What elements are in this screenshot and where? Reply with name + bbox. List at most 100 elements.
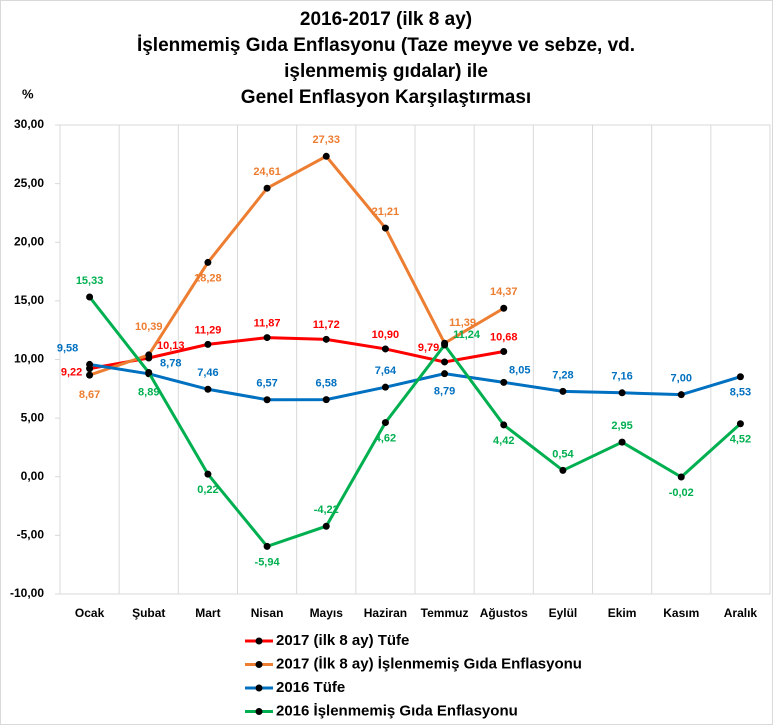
data-point bbox=[263, 184, 271, 192]
legend-marker bbox=[255, 684, 263, 692]
y-tick-label: -5,00 bbox=[17, 528, 45, 542]
data-point bbox=[204, 258, 212, 266]
series-line bbox=[89, 154, 505, 377]
data-label: 21,21 bbox=[372, 206, 400, 218]
legend-marker bbox=[255, 637, 263, 645]
data-point bbox=[263, 396, 271, 404]
data-point bbox=[322, 152, 330, 160]
data-label: 7,64 bbox=[375, 365, 397, 377]
data-point bbox=[559, 466, 567, 474]
data-label: 2,95 bbox=[611, 420, 632, 432]
data-point bbox=[145, 351, 153, 359]
data-label: 7,46 bbox=[197, 367, 218, 379]
x-tick-label: Kasım bbox=[663, 606, 699, 620]
legend-label: 2017 (İlk 8 ay) İşlenmemiş Gıda Enflasyo… bbox=[276, 655, 582, 672]
x-tick-label: Mayıs bbox=[310, 606, 344, 620]
data-point bbox=[677, 391, 685, 399]
data-point bbox=[322, 522, 330, 530]
data-point bbox=[86, 371, 94, 379]
chart-title: İşlenmemiş Gıda Enflasyonu (Taze meyve v… bbox=[137, 35, 635, 56]
data-label: 4,62 bbox=[375, 432, 396, 444]
data-point bbox=[86, 360, 94, 368]
data-label: -0,02 bbox=[669, 487, 694, 499]
data-point bbox=[500, 378, 508, 386]
data-label: -5,94 bbox=[255, 556, 281, 568]
data-label: 0,54 bbox=[552, 448, 574, 460]
data-label: 8,05 bbox=[509, 364, 530, 376]
data-point bbox=[441, 341, 449, 349]
data-label: 24,61 bbox=[253, 166, 281, 178]
legend-marker bbox=[255, 661, 263, 668]
data-point bbox=[381, 224, 389, 232]
data-point bbox=[500, 304, 508, 312]
data-point bbox=[736, 373, 744, 381]
data-label: 6,57 bbox=[256, 378, 277, 390]
data-point bbox=[381, 383, 389, 391]
data-label: 11,72 bbox=[313, 319, 340, 331]
data-label: 11,24 bbox=[453, 329, 481, 341]
y-tick-label: 25,00 bbox=[14, 176, 44, 190]
x-tick-label: Nisan bbox=[251, 606, 284, 620]
x-tick-label: Haziran bbox=[364, 606, 407, 620]
chart-title: 2016-2017 (ilk 8 ay) bbox=[300, 9, 472, 30]
data-label: 6,58 bbox=[316, 378, 337, 390]
data-label: 8,89 bbox=[138, 386, 159, 398]
data-label: 18,28 bbox=[194, 272, 222, 284]
x-tick-label: Ağustos bbox=[480, 606, 528, 620]
data-label: 11,39 bbox=[449, 317, 476, 329]
data-label: 7,16 bbox=[611, 371, 632, 383]
legend-label: 2016 Tüfe bbox=[276, 679, 345, 696]
data-point bbox=[145, 369, 153, 377]
data-point bbox=[559, 387, 567, 395]
legend-label: 2016 İşlenmemiş Gıda Enflasyonu bbox=[276, 702, 518, 719]
data-label: 15,33 bbox=[76, 275, 104, 287]
data-point bbox=[322, 396, 330, 404]
data-label: 8,78 bbox=[160, 358, 181, 370]
y-tick-label: 5,00 bbox=[21, 410, 45, 424]
data-point bbox=[677, 473, 685, 481]
data-point bbox=[204, 470, 212, 478]
data-point bbox=[441, 358, 449, 366]
data-point bbox=[263, 542, 271, 550]
data-label: 10,13 bbox=[157, 340, 185, 352]
data-label: 11,29 bbox=[194, 324, 221, 336]
x-tick-label: Ocak bbox=[75, 606, 105, 620]
series-line bbox=[89, 362, 741, 402]
data-label: 4,42 bbox=[493, 435, 514, 447]
data-label: 10,90 bbox=[372, 329, 400, 341]
data-point bbox=[204, 385, 212, 393]
y-tick-label: 15,00 bbox=[14, 293, 44, 307]
data-point bbox=[500, 348, 508, 356]
data-point bbox=[381, 345, 389, 353]
data-point bbox=[618, 438, 626, 446]
data-label: 9,22 bbox=[61, 367, 82, 379]
x-tick-label: Temmuz bbox=[421, 606, 469, 620]
y-tick-label: 20,00 bbox=[14, 234, 44, 248]
y-tick-label: 30,00 bbox=[14, 117, 44, 131]
x-tick-label: Aralık bbox=[724, 606, 758, 620]
chart-title: Genel Enflasyon Karşılaştırması bbox=[241, 87, 531, 108]
data-point bbox=[618, 389, 626, 397]
y-tick-label: 0,00 bbox=[21, 469, 45, 483]
chart-title: işlenmemiş gıdalar) ile bbox=[284, 61, 488, 82]
x-tick-label: Şubat bbox=[132, 606, 165, 620]
data-point bbox=[322, 335, 330, 343]
y-axis-label: % bbox=[22, 86, 34, 101]
x-tick-label: Eylül bbox=[549, 606, 578, 620]
data-label: 11,87 bbox=[254, 317, 281, 329]
legend-marker bbox=[255, 708, 263, 715]
data-point bbox=[86, 293, 94, 301]
data-label: 4,52 bbox=[730, 434, 751, 446]
data-label: 9,58 bbox=[57, 342, 78, 354]
data-label: 9,79 bbox=[418, 342, 439, 354]
data-point bbox=[500, 421, 508, 429]
legend-label: 2017 (ilk 8 ay) Tüfe bbox=[276, 632, 409, 649]
data-label: 7,28 bbox=[552, 369, 573, 381]
data-label: 0,22 bbox=[197, 484, 218, 496]
data-point bbox=[736, 420, 744, 428]
data-label: 7,00 bbox=[671, 373, 692, 385]
series-line bbox=[88, 296, 742, 549]
data-label: 10,68 bbox=[490, 331, 518, 343]
data-label: 8,79 bbox=[434, 386, 455, 398]
